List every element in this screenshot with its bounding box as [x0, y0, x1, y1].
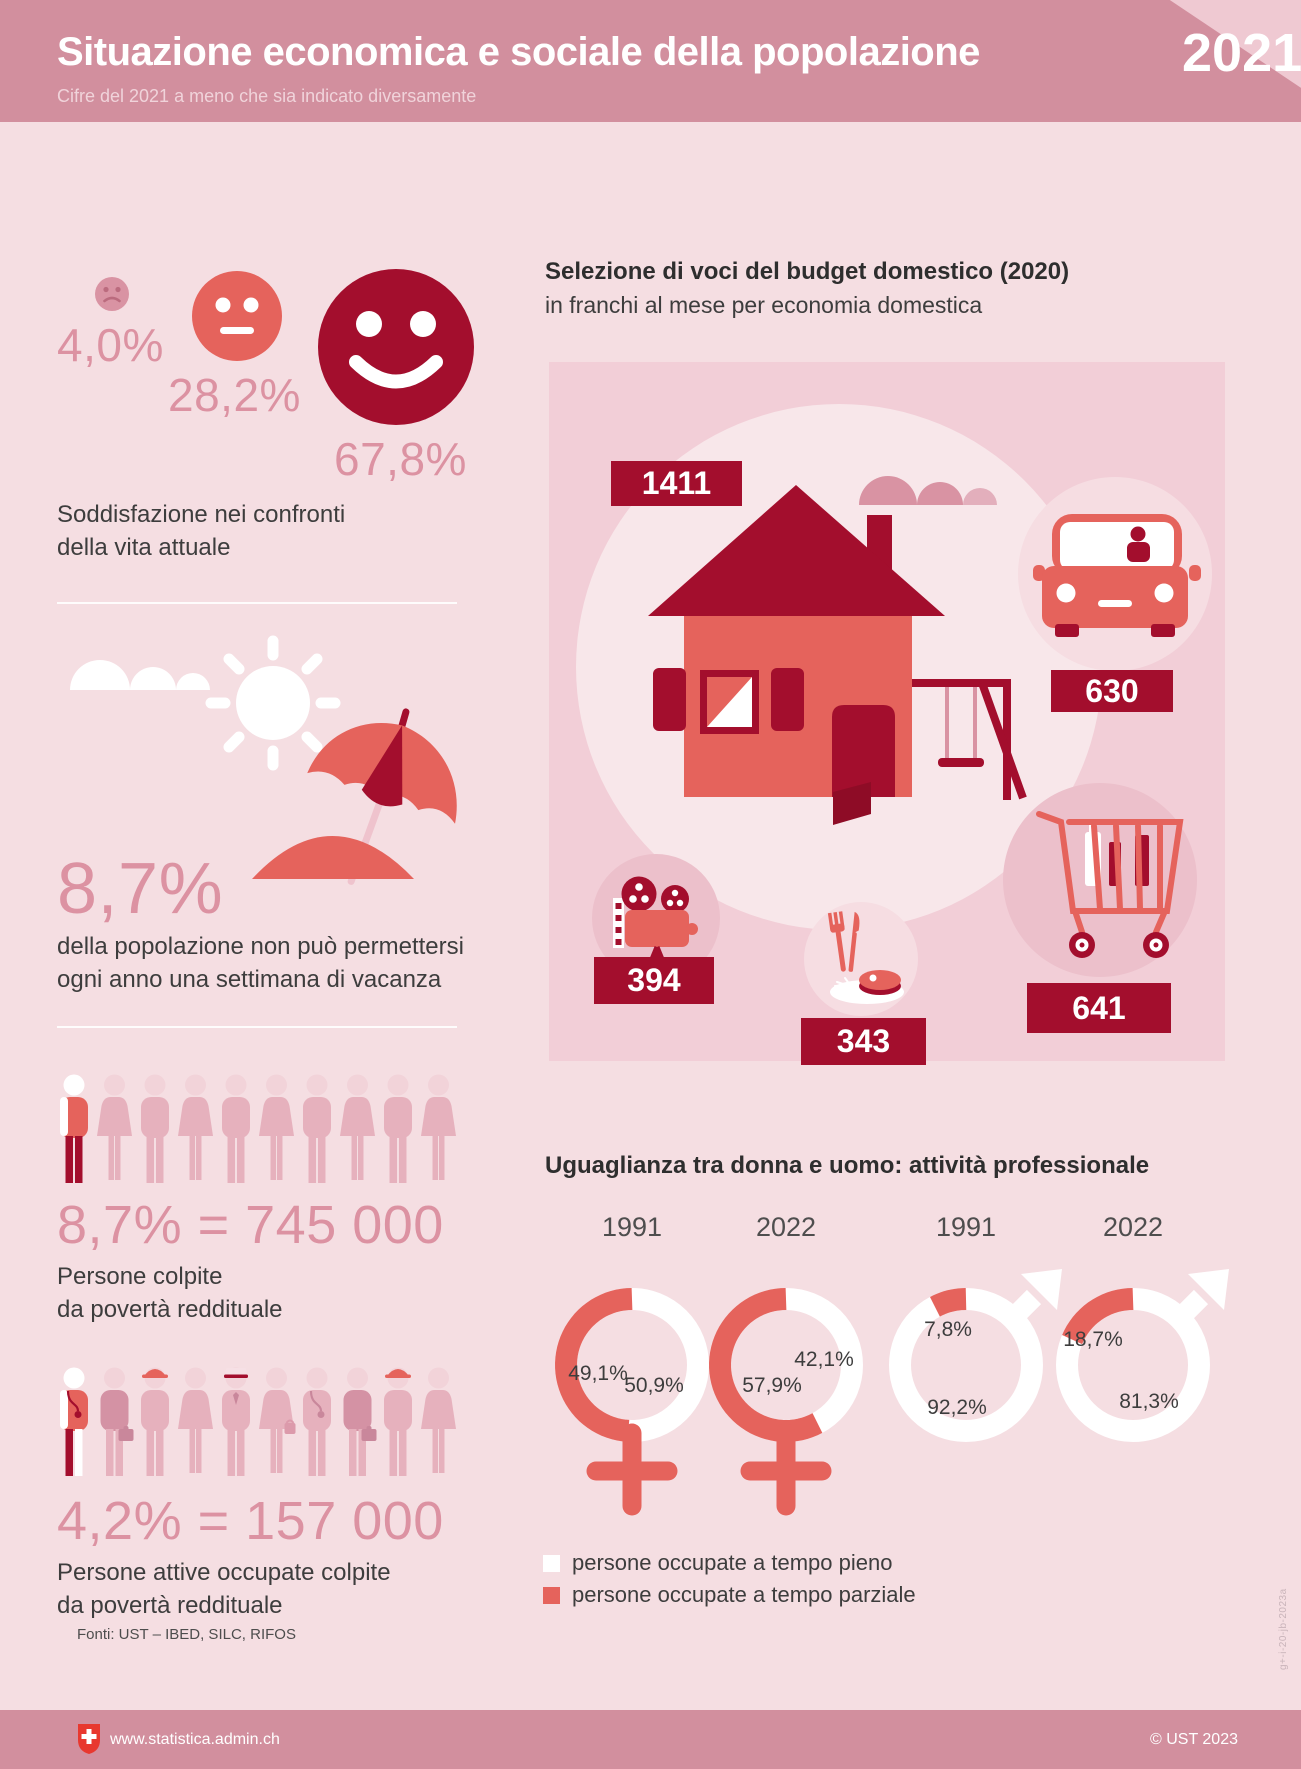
budget-title: Selezione di voci del budget domestico (… — [545, 258, 1070, 285]
legend-swatch-white — [543, 1554, 560, 1572]
person-figure — [60, 1074, 88, 1183]
people-row-poverty — [57, 1073, 461, 1185]
shopping-cart-icon — [1036, 811, 1184, 958]
budget-value-housing: 1411 — [611, 461, 742, 506]
svg-text:81,3%: 81,3% — [1119, 1390, 1179, 1413]
person-figure — [259, 1367, 296, 1473]
person-figure — [343, 1367, 377, 1476]
budget-value-car: 630 — [1051, 670, 1173, 712]
satisfaction-happy-value: 67,8% — [334, 433, 467, 485]
divider — [57, 602, 457, 604]
page-subtitle: Cifre del 2021 a meno che sia indicato d… — [57, 86, 477, 106]
people-row-working-poor — [57, 1366, 461, 1478]
person-figure — [303, 1367, 331, 1476]
sand-icon — [252, 836, 414, 879]
equality-title: Uguaglianza tra donna e uomo: attività p… — [545, 1152, 1150, 1179]
satisfaction-caption: Soddisfazione nei confronti della vita a… — [57, 501, 346, 561]
meal-icon — [827, 911, 904, 1004]
beach-umbrella-icon — [307, 708, 457, 885]
svg-text:42,1%: 42,1% — [794, 1348, 854, 1371]
house-icon — [648, 485, 945, 825]
svg-text:50,9%: 50,9% — [624, 1374, 684, 1397]
vacation-value: 8,7% — [57, 849, 224, 929]
sources-note: Fonti: UST – IBED, SILC, RIFOS — [77, 1626, 296, 1643]
car-icon — [1033, 514, 1201, 637]
donut-year-label: 1991 — [601, 1212, 663, 1242]
swiss-flag-icon — [78, 1724, 100, 1754]
budget-value-shopping: 641 — [1027, 983, 1171, 1033]
satisfaction-sad-value: 4,0% — [57, 319, 164, 371]
person-figure — [141, 1367, 169, 1476]
donut-male-2022: 18,7% 81,3% — [1056, 1269, 1229, 1442]
donut-year-label: 2022 — [1102, 1212, 1164, 1242]
male-symbol-icon — [998, 1269, 1062, 1333]
cloud-icon — [859, 476, 997, 505]
website-link[interactable]: www.statistica.admin.ch — [110, 1731, 280, 1748]
donut-male-1991: 7,8% 92,2% — [889, 1269, 1062, 1442]
person-figure — [384, 1074, 412, 1183]
budget-value-leisure: 394 — [594, 957, 714, 1004]
budget-illustrations — [613, 476, 1201, 1004]
budget-subtitle: in franchi al mese per economia domestic… — [545, 292, 983, 318]
person-figure — [178, 1367, 213, 1473]
budget-panel: 1411 630 394 343 641 — [549, 362, 1225, 1065]
person-figure — [259, 1074, 294, 1180]
person-figure — [222, 1074, 250, 1183]
person-figure — [178, 1074, 213, 1180]
person-figure — [222, 1367, 250, 1476]
footer-band — [0, 1710, 1301, 1769]
svg-text:7,8%: 7,8% — [924, 1318, 972, 1341]
smiley-neutral-icon — [192, 271, 282, 361]
vacation-illustration — [70, 635, 457, 885]
svg-text:92,2%: 92,2% — [927, 1396, 987, 1419]
working-poor-value: 4,2% = 157 000 — [57, 1491, 444, 1551]
income-poverty-value: 8,7% = 745 000 — [57, 1195, 444, 1255]
male-symbol-icon — [1165, 1269, 1229, 1333]
person-figure — [60, 1367, 88, 1476]
person-figure — [141, 1074, 169, 1183]
person-figure — [303, 1074, 331, 1183]
legend-full-time: persone occupate a tempo pieno — [543, 1550, 892, 1576]
page-title: Situazione economica e sociale della pop… — [57, 30, 980, 74]
working-poor-caption: Persone attive occupate colpite da pover… — [57, 1559, 391, 1619]
sun-icon — [205, 635, 341, 771]
satisfaction-neutral-value: 28,2% — [168, 369, 301, 421]
person-figure — [100, 1367, 134, 1476]
person-figure — [421, 1074, 456, 1180]
donut-year-label: 2022 — [755, 1212, 817, 1242]
donut-female-1991: 49,1%50,9% — [555, 1288, 709, 1516]
person-figure — [340, 1074, 375, 1180]
svg-text:18,7%: 18,7% — [1063, 1328, 1123, 1351]
svg-text:49,1%: 49,1% — [568, 1362, 628, 1385]
donut-female-2022: 57,9% 42,1% — [709, 1288, 863, 1516]
legend-part-time: persone occupate a tempo parziale — [543, 1582, 916, 1608]
cloud-icon — [70, 660, 210, 690]
person-figure — [384, 1367, 412, 1476]
publication-code: g+-i-20-jb-2023a — [1278, 1588, 1289, 1670]
income-poverty-caption: Persone colpite da povertà reddituale — [57, 1263, 283, 1323]
budget-value-food: 343 — [801, 1018, 926, 1065]
legend-swatch-red — [543, 1586, 560, 1604]
vacation-caption: della popolazione non può permettersi og… — [57, 933, 464, 993]
person-figure — [421, 1367, 456, 1473]
smiley-sad-icon — [95, 277, 129, 311]
female-symbol-icon — [740, 1423, 832, 1516]
smiley-happy-icon — [318, 269, 474, 425]
donut-year-label: 1991 — [935, 1212, 997, 1242]
playground-swing-icon — [912, 679, 1027, 800]
divider — [57, 1026, 457, 1028]
year-badge: 2021 — [1182, 23, 1301, 83]
person-figure — [97, 1074, 132, 1180]
female-symbol-icon — [586, 1423, 678, 1516]
copyright: © UST 2023 — [1150, 1731, 1238, 1748]
cinema-projector-icon — [613, 876, 698, 997]
header-band: Situazione economica e sociale della pop… — [0, 0, 1301, 122]
svg-text:57,9%: 57,9% — [742, 1374, 802, 1397]
